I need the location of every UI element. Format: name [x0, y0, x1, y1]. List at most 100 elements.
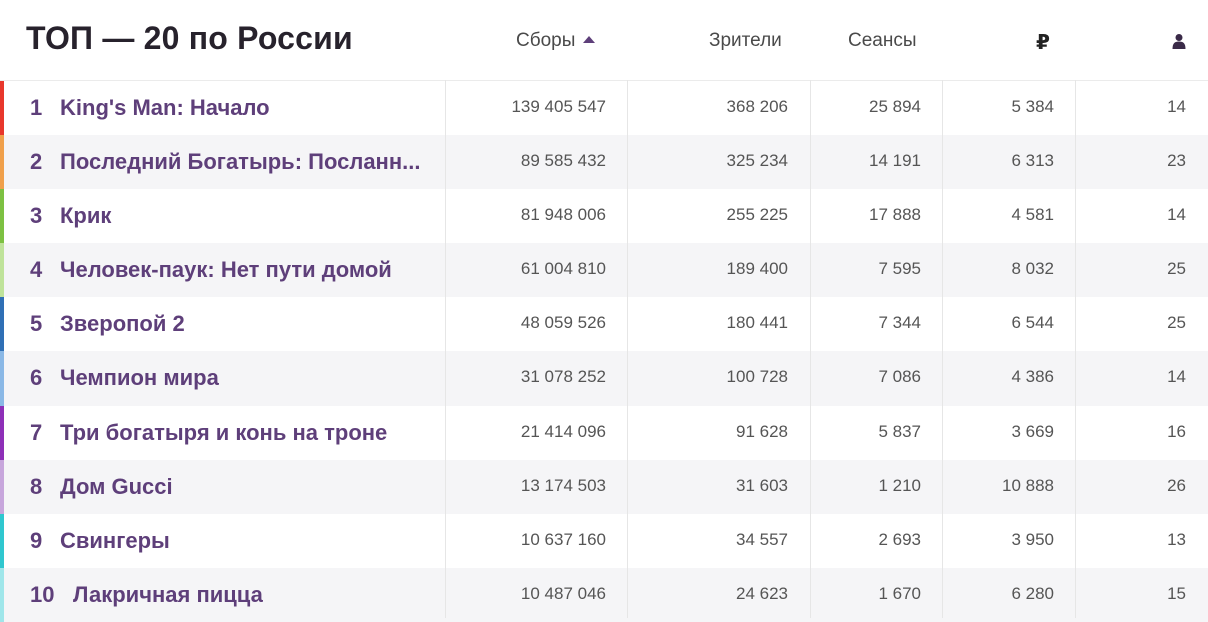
rank-number: 3 [30, 203, 42, 229]
rank-number: 1 [30, 95, 42, 121]
viewers-value: 255 225 [727, 205, 788, 225]
sessions-value: 1 670 [878, 584, 921, 604]
per-session-value: 13 [1167, 530, 1186, 550]
film-title-link[interactable]: Чемпион мира [60, 365, 219, 391]
column-divider [445, 80, 446, 618]
rank-number: 7 [30, 420, 42, 446]
per-session-value: 26 [1167, 476, 1186, 496]
film-title-link[interactable]: Человек-паук: Нет пути домой [60, 257, 392, 283]
avg-price-value: 4 581 [1011, 205, 1054, 225]
table-row[interactable]: 7 Три богатыря и конь на троне 21 414 096 9… [0, 406, 1208, 460]
gross-value: 13 174 503 [521, 476, 606, 496]
sessions-value: 14 191 [869, 151, 921, 171]
gross-value: 81 948 006 [521, 205, 606, 225]
sort-up-icon[interactable] [583, 36, 595, 43]
per-session-value: 23 [1167, 151, 1186, 171]
table-row[interactable]: 10 Лакричная пицца 10 487 046 24 623 1 670 6 … [0, 568, 1208, 622]
gross-value: 31 078 252 [521, 367, 606, 387]
gross-value: 61 004 810 [521, 259, 606, 279]
film-title-link[interactable]: Крик [60, 203, 111, 229]
table-row[interactable]: 3 Крик 81 948 006 255 225 17 888 4 581 14 [0, 189, 1208, 243]
viewers-value: 24 623 [736, 584, 788, 604]
gross-value: 21 414 096 [521, 422, 606, 442]
avg-price-value: 3 950 [1011, 530, 1054, 550]
per-session-value: 25 [1167, 313, 1186, 333]
table-row[interactable]: 4 Человек-паук: Нет пути домой 61 004 810 1… [0, 243, 1208, 297]
row-color-marker [0, 568, 4, 622]
avg-price-value: 4 386 [1011, 367, 1054, 387]
person-icon [1171, 33, 1187, 49]
viewers-value: 91 628 [736, 422, 788, 442]
sessions-value: 7 086 [878, 367, 921, 387]
gross-value: 89 585 432 [521, 151, 606, 171]
gross-value: 48 059 526 [521, 313, 606, 333]
avg-price-value: 3 669 [1011, 422, 1054, 442]
avg-price-value: 6 280 [1011, 584, 1054, 604]
gross-value: 10 637 160 [521, 530, 606, 550]
gross-value: 10 487 046 [521, 584, 606, 604]
per-session-value: 25 [1167, 259, 1186, 279]
column-header-gross-label: Сборы [516, 30, 575, 51]
avg-price-value: 5 384 [1011, 97, 1054, 117]
viewers-value: 31 603 [736, 476, 788, 496]
page-title: ТОП — 20 по России [26, 20, 353, 57]
film-title-link[interactable]: Свингеры [60, 528, 170, 554]
column-header-viewers[interactable]: Зрители [709, 30, 782, 52]
film-title-link[interactable]: Три богатыря и конь на троне [60, 420, 387, 446]
avg-price-value: 8 032 [1011, 259, 1054, 279]
rank-number: 10 [30, 582, 54, 608]
row-color-marker [0, 406, 4, 460]
table-row[interactable]: 9 Свингеры 10 637 160 34 557 2 693 3 950 13 [0, 514, 1208, 568]
table-header: ТОП — 20 по России Сборы Зрители Сеансы … [0, 0, 1208, 81]
film-title-link[interactable]: King's Man: Начало [60, 95, 270, 121]
rank-number: 9 [30, 528, 42, 554]
viewers-value: 189 400 [727, 259, 788, 279]
rank-number: 6 [30, 365, 42, 391]
row-color-marker [0, 189, 4, 243]
per-session-value: 15 [1167, 584, 1186, 604]
rank-number: 8 [30, 474, 42, 500]
film-title-link[interactable]: Дом Gucci [60, 474, 173, 500]
sessions-value: 2 693 [878, 530, 921, 550]
column-divider [627, 80, 628, 618]
column-header-sessions[interactable]: Сеансы [848, 30, 917, 52]
film-title-link[interactable]: Лакричная пицца [73, 582, 263, 608]
viewers-value: 180 441 [727, 313, 788, 333]
column-header-gross[interactable]: Сборы [516, 30, 595, 52]
sessions-value: 5 837 [878, 422, 921, 442]
sessions-value: 1 210 [878, 476, 921, 496]
row-color-marker [0, 460, 4, 514]
row-color-marker [0, 135, 4, 189]
film-title-link[interactable]: Последний Богатырь: Посланн... [60, 149, 420, 175]
gross-value: 139 405 547 [511, 97, 606, 117]
column-divider [810, 80, 811, 618]
per-session-value: 14 [1167, 97, 1186, 117]
viewers-value: 34 557 [736, 530, 788, 550]
rank-number: 4 [30, 257, 42, 283]
column-divider [1075, 80, 1076, 618]
row-color-marker [0, 81, 4, 135]
sessions-value: 7 595 [878, 259, 921, 279]
sessions-value: 17 888 [869, 205, 921, 225]
sessions-value: 25 894 [869, 97, 921, 117]
film-title-link[interactable]: Зверопой 2 [60, 311, 185, 337]
per-session-value: 16 [1167, 422, 1186, 442]
per-session-value: 14 [1167, 205, 1186, 225]
row-color-marker [0, 514, 4, 568]
sessions-value: 7 344 [878, 313, 921, 333]
row-color-marker [0, 351, 4, 405]
column-header-per-session[interactable] [1171, 33, 1187, 55]
rank-number: 5 [30, 311, 42, 337]
row-color-marker [0, 297, 4, 351]
rank-number: 2 [30, 149, 42, 175]
row-color-marker [0, 243, 4, 297]
table-row[interactable]: 2 Последний Богатырь: Посланн... 89 585 43… [0, 135, 1208, 189]
avg-price-value: 6 313 [1011, 151, 1054, 171]
viewers-value: 100 728 [727, 367, 788, 387]
table-row[interactable]: 6 Чемпион мира 31 078 252 100 728 7 086 4 386… [0, 351, 1208, 405]
column-header-avg-price[interactable]: ₽ [1036, 30, 1050, 55]
